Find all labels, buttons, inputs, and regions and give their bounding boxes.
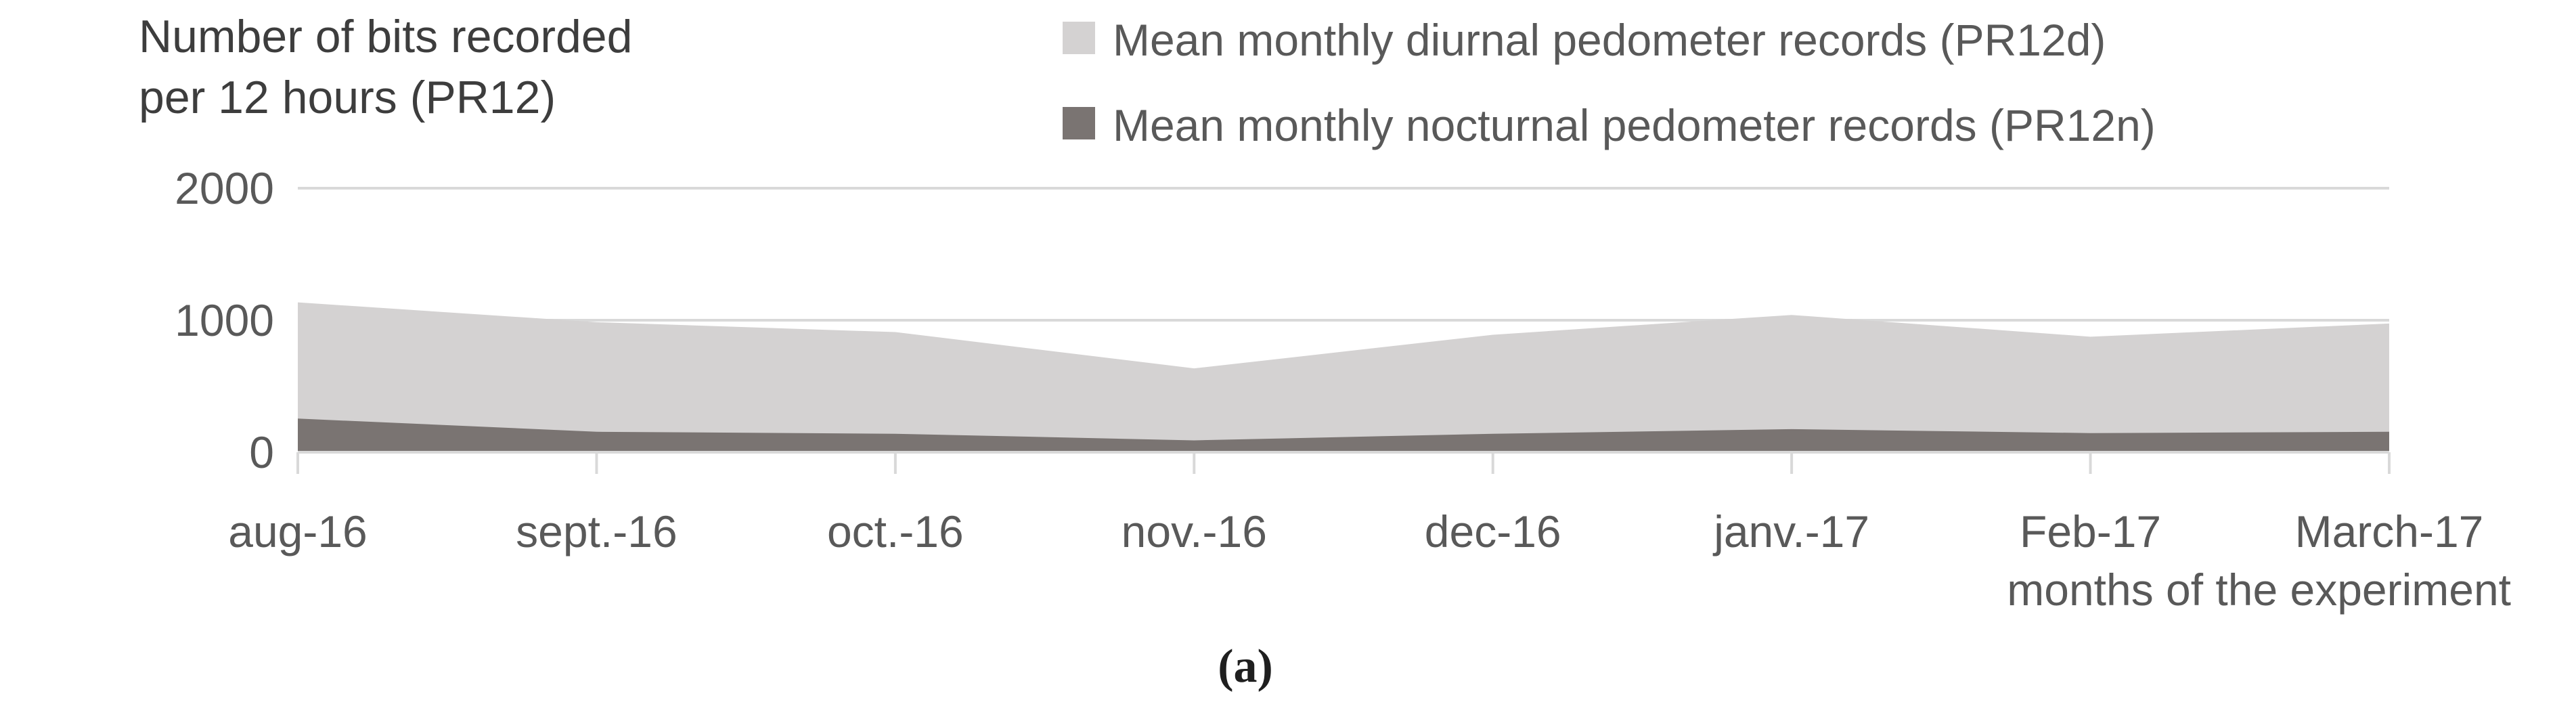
legend-label-diurnal: Mean monthly diurnal pedometer records (…: [1113, 15, 2106, 65]
subfigure-caption: (a): [1218, 640, 1273, 693]
y-axis-tick-label-0: 0: [249, 427, 274, 477]
x-axis-tick-label: janv.-17: [1714, 506, 1870, 556]
legend-item-nocturnal: Mean monthly nocturnal pedometer records…: [1063, 100, 2156, 150]
x-axis-tick-label: Feb-17: [2020, 506, 2162, 556]
x-axis-tick-label: oct.-16: [826, 506, 964, 556]
chart-legend: Mean monthly diurnal pedometer records (…: [1063, 15, 2156, 185]
diurnal-swatch-icon: [1063, 22, 1095, 54]
x-axis-tick-label: March-17: [2294, 506, 2484, 556]
chart-title-line2: per 12 hours (PR12): [139, 71, 556, 123]
x-axis-tick-label: sept.-16: [516, 506, 678, 556]
chart-title-line1: Number of bits recorded: [139, 11, 633, 62]
nocturnal-swatch-icon: [1063, 107, 1095, 139]
diurnal-area: [298, 302, 2389, 452]
nocturnal-area: [298, 418, 2389, 452]
legend-item-diurnal: Mean monthly diurnal pedometer records (…: [1063, 15, 2156, 65]
y-axis-tick-label-1000: 1000: [175, 295, 274, 345]
x-axis-tick-label: aug-16: [228, 506, 368, 556]
legend-label-nocturnal: Mean monthly nocturnal pedometer records…: [1113, 100, 2156, 150]
chart-title: Number of bits recorded per 12 hours (PR…: [139, 7, 1086, 129]
y-axis-tick-label-2000: 2000: [175, 163, 274, 213]
x-axis-tick-label: dec-16: [1424, 506, 1561, 556]
x-axis-tick-label: nov.-16: [1121, 506, 1267, 556]
x-axis-title: months of the experiment: [2007, 565, 2511, 615]
